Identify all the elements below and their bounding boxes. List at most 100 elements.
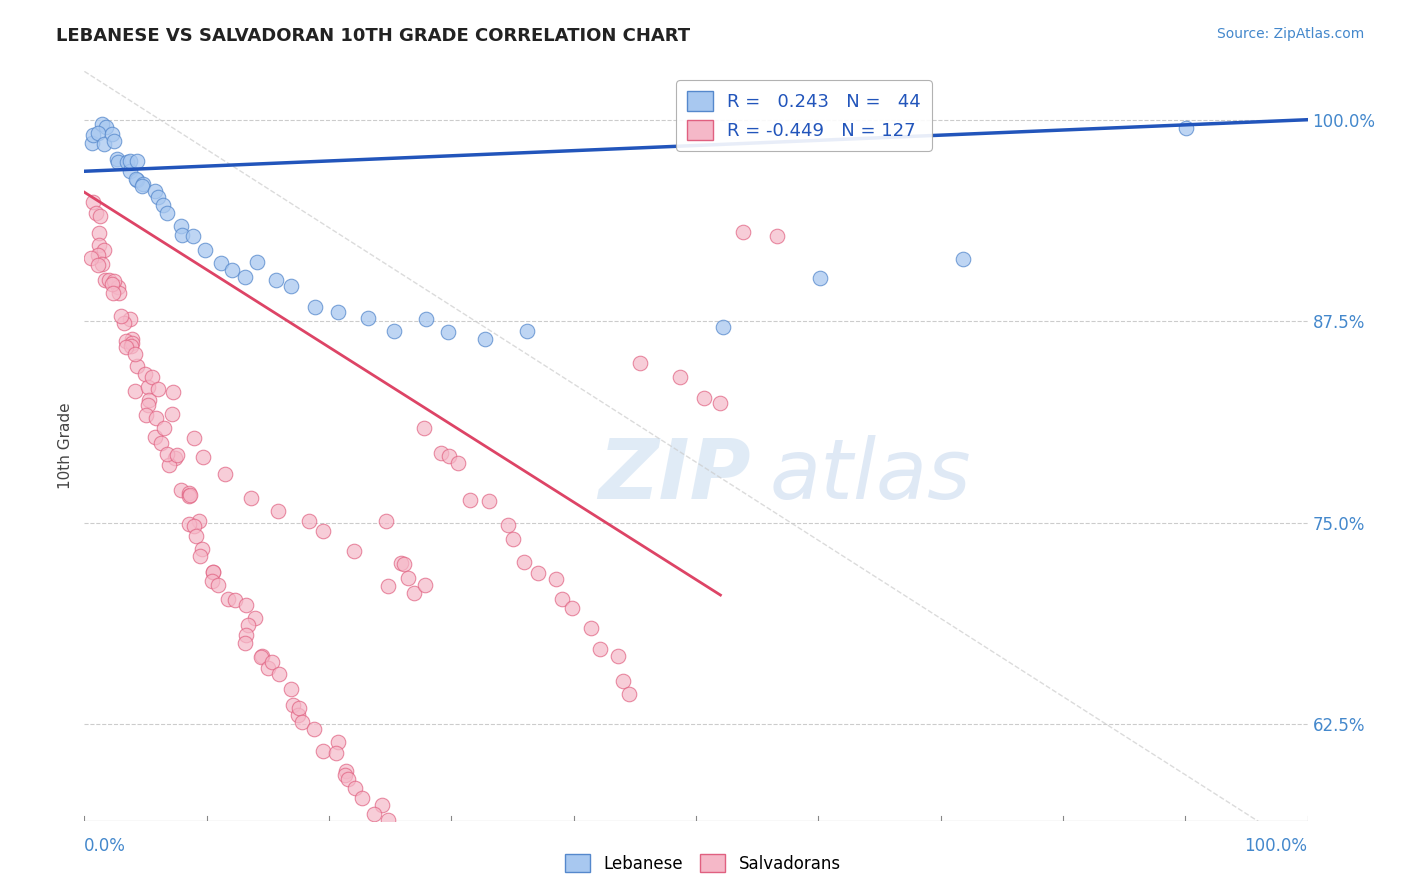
Text: LEBANESE VS SALVADORAN 10TH GRADE CORRELATION CHART: LEBANESE VS SALVADORAN 10TH GRADE CORREL…	[56, 27, 690, 45]
Point	[86, 206, 108, 220]
Point	[250, 649, 273, 664]
Point	[352, 791, 374, 805]
Point	[612, 673, 634, 688]
Point	[107, 280, 129, 294]
Point	[617, 688, 640, 702]
Point	[93, 243, 115, 257]
Point	[103, 274, 125, 288]
Point	[527, 566, 550, 580]
Point	[89, 238, 111, 252]
Point	[404, 586, 426, 600]
Point	[606, 649, 628, 664]
Point	[711, 319, 734, 334]
Point	[233, 270, 256, 285]
Point	[496, 517, 519, 532]
Point	[143, 185, 166, 199]
Point	[246, 255, 269, 269]
Point	[87, 126, 110, 140]
Point	[177, 485, 200, 500]
Point	[217, 591, 239, 606]
Point	[94, 273, 117, 287]
Point	[335, 764, 357, 779]
Point	[693, 391, 716, 405]
Point	[89, 209, 111, 223]
Point	[589, 641, 612, 656]
Point	[202, 565, 225, 579]
Point	[389, 556, 412, 570]
Point	[125, 172, 148, 186]
Point	[177, 517, 200, 532]
Point	[108, 285, 131, 300]
Point	[363, 807, 385, 822]
Point	[709, 396, 731, 410]
Point	[328, 305, 350, 319]
Point	[233, 636, 256, 650]
Point	[478, 494, 501, 508]
Point	[90, 256, 112, 270]
Point	[115, 334, 138, 348]
Point	[188, 514, 211, 528]
Point	[765, 228, 787, 243]
Point	[93, 136, 115, 151]
Point	[80, 136, 103, 151]
Point	[118, 164, 141, 178]
Point	[103, 134, 125, 148]
Point	[115, 340, 138, 354]
Point	[127, 153, 149, 168]
Point	[280, 278, 302, 293]
Text: ZIP: ZIP	[598, 435, 751, 516]
Point	[325, 746, 347, 760]
Point	[169, 219, 191, 234]
Point	[127, 173, 149, 187]
Point	[311, 524, 333, 539]
Point	[544, 572, 567, 586]
Point	[138, 393, 160, 408]
Text: Source: ZipAtlas.com: Source: ZipAtlas.com	[1216, 27, 1364, 41]
Point	[209, 256, 232, 270]
Legend: R =   0.243   N =   44, R = -0.449   N = 127: R = 0.243 N = 44, R = -0.449 N = 127	[676, 80, 932, 151]
Point	[125, 359, 148, 373]
Point	[513, 555, 536, 569]
Point	[374, 514, 396, 528]
Point	[132, 178, 155, 192]
Point	[437, 449, 460, 463]
Point	[150, 436, 173, 450]
Point	[188, 549, 211, 563]
Point	[121, 336, 143, 351]
Point	[131, 178, 153, 193]
Point	[326, 735, 349, 749]
Point	[240, 491, 263, 505]
Point	[446, 456, 468, 470]
Point	[396, 571, 419, 585]
Point	[183, 432, 205, 446]
Point	[551, 592, 574, 607]
Point	[291, 715, 314, 730]
Point	[107, 154, 129, 169]
Point	[183, 518, 205, 533]
Point	[170, 227, 193, 242]
Point	[287, 708, 309, 723]
Point	[148, 382, 170, 396]
Point	[121, 332, 143, 346]
Point	[134, 367, 156, 381]
Point	[377, 579, 399, 593]
Point	[1175, 120, 1198, 135]
Point	[516, 324, 538, 338]
Point	[100, 128, 122, 142]
Point	[152, 198, 174, 212]
Point	[179, 488, 201, 502]
Point	[156, 447, 179, 461]
Point	[135, 409, 157, 423]
Point	[124, 347, 146, 361]
Point	[191, 542, 214, 557]
Point	[382, 324, 405, 338]
Point	[628, 356, 651, 370]
Point	[224, 593, 246, 607]
Point	[245, 611, 267, 625]
Point	[394, 558, 416, 572]
Point	[165, 451, 187, 466]
Point	[157, 458, 180, 472]
Point	[112, 316, 135, 330]
Point	[101, 277, 124, 291]
Point	[267, 504, 290, 518]
